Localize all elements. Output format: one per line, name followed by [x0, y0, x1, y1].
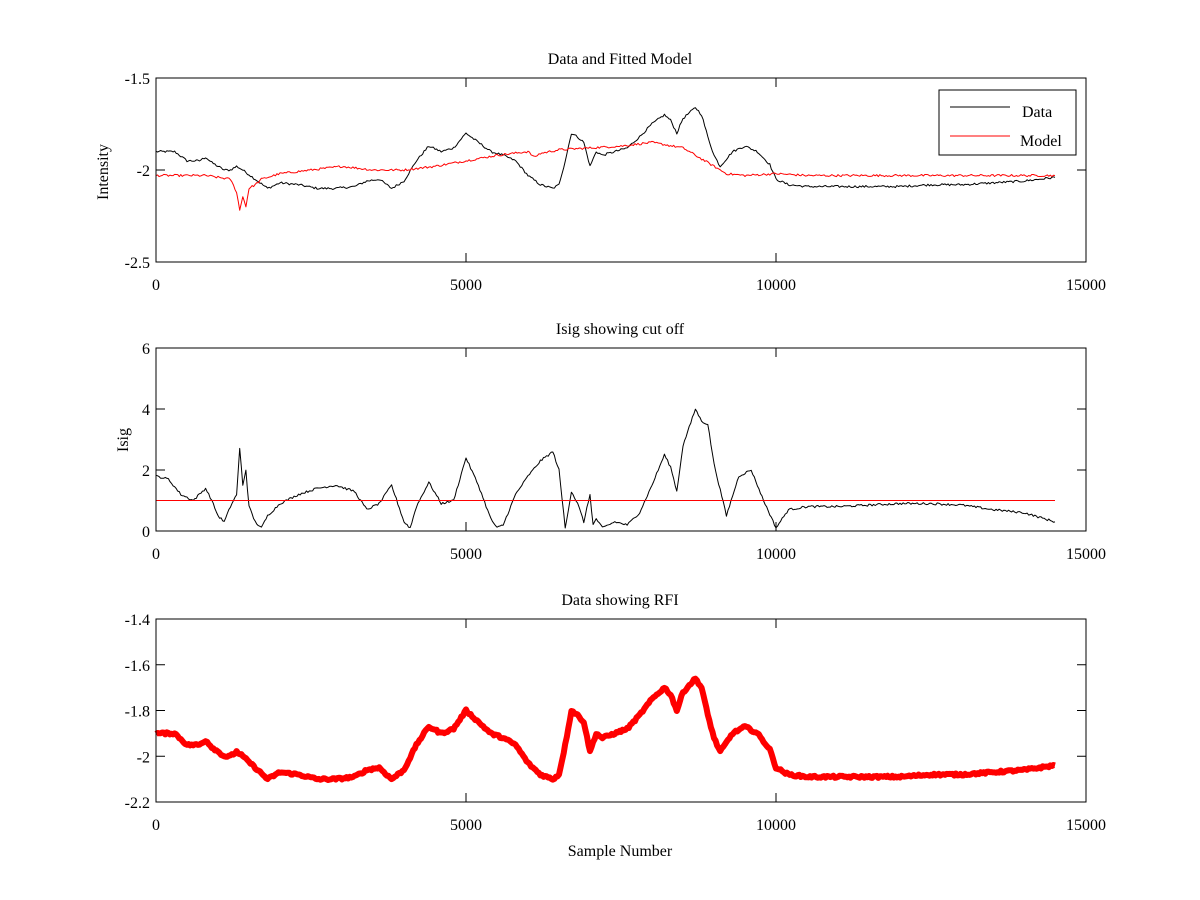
y-tick-label: -1.6 [125, 658, 150, 675]
panel-3-series-line-1 [154, 675, 1057, 783]
x-tick-label: 15000 [1066, 546, 1106, 563]
x-tick-label: 15000 [1066, 817, 1106, 834]
panel-1-series [155, 107, 1056, 211]
y-tick-label: -1.8 [125, 704, 150, 721]
legend-box [938, 89, 1077, 156]
x-tick-label: 10000 [756, 817, 796, 834]
panel-1: Data and Fitted Model Intensity 0 5000 100… [95, 51, 1106, 294]
y-tick-label: -2.5 [125, 255, 150, 272]
x-tick-label: 5000 [450, 817, 482, 834]
y-tick-label: 6 [142, 341, 150, 358]
legend-model-label: Model [1020, 133, 1062, 150]
panel-3-ticks: 0 5000 10000 15000 -2.2 -2 -1.8 -1.6 -1.4 [125, 612, 1106, 834]
panel-3-title: Data showing RFI [561, 592, 678, 609]
panel-2-ticks: 0 5000 10000 15000 0 2 4 6 [142, 341, 1106, 563]
x-tick-label: 15000 [1066, 277, 1106, 294]
y-tick-label: 2 [142, 463, 150, 480]
x-tick-label: 0 [152, 546, 160, 563]
y-tick-label: -1.5 [125, 71, 150, 88]
y-tick-label: -2 [137, 163, 150, 180]
panel-1-series-line-2 [155, 140, 1056, 211]
panel-1-series-line-1 [155, 107, 1056, 190]
panel-2-ylabel: Isig [115, 428, 132, 452]
x-tick-label: 5000 [450, 277, 482, 294]
y-tick-label: -2 [137, 749, 150, 766]
panel-1-ticks: 0 5000 10000 15000 -2.5 -2 -1.5 [125, 71, 1106, 294]
panel-3: Data showing RFI 0 5000 10000 15000 -2.2 -2 -1… [125, 592, 1106, 860]
y-tick-label: -1.4 [125, 612, 150, 629]
legend-data-label: Data [1022, 104, 1052, 121]
panel-2-series [155, 408, 1056, 529]
y-tick-label: 4 [142, 402, 150, 419]
legend: Data Model [938, 89, 1077, 156]
panel-3-series [154, 675, 1057, 783]
y-tick-label: 0 [142, 524, 150, 541]
x-tick-label: 10000 [756, 277, 796, 294]
panel-1-ylabel: Intensity [95, 144, 112, 200]
y-tick-label: -2.2 [125, 795, 150, 812]
panel-1-title: Data and Fitted Model [548, 51, 693, 68]
x-tick-label: 0 [152, 277, 160, 294]
panel-2-axes-box [155, 347, 1087, 532]
x-tick-label: 10000 [756, 546, 796, 563]
x-tick-label: 5000 [450, 546, 482, 563]
panel-3-xlabel: Sample Number [568, 843, 673, 860]
panel-2: Isig showing cut off Isig 0 5000 10000 1500… [115, 321, 1106, 563]
panel-2-series-line-1 [155, 408, 1056, 529]
panel-2-title: Isig showing cut off [556, 321, 685, 338]
x-tick-label: 0 [152, 817, 160, 834]
